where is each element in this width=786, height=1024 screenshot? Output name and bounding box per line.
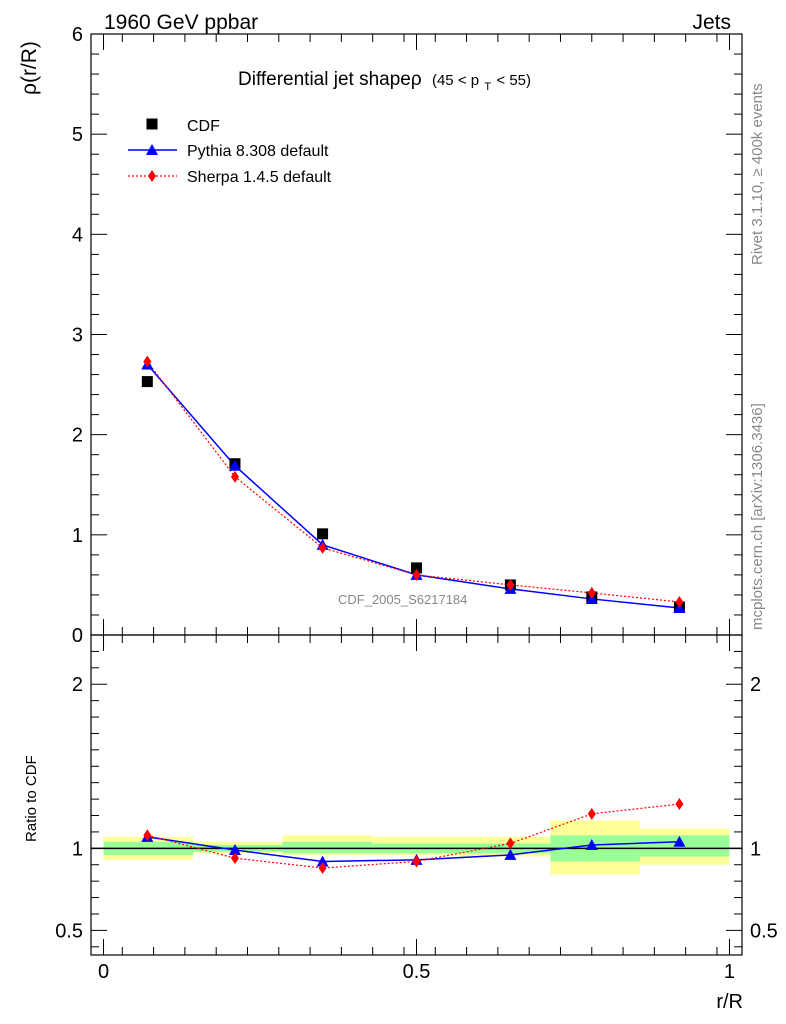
legend-sherpa-label: Sherpa 1.4.5 default (187, 169, 332, 186)
main-title-range-sub: T (484, 81, 491, 93)
ratio-xlabel: r/R (716, 991, 743, 1013)
mcplots-label: mcplots.cern.ch [arXiv:1306.3436] (749, 403, 766, 630)
ratio-xtick-label-2: 1 (724, 961, 735, 983)
ratio-point-s0-5 (585, 839, 598, 851)
header-left: 1960 GeV ppbar (104, 11, 258, 34)
ratio-point-s1-2 (318, 862, 327, 875)
main-point-s2-4 (506, 578, 515, 591)
ratio-ylabel: Ratio to CDF (23, 755, 40, 842)
header-right: Jets (692, 11, 731, 34)
main-point-s0-3 (411, 562, 422, 574)
main-point-s2-5 (587, 586, 596, 599)
ratio-point-s1-6 (675, 798, 684, 811)
main-title-range-close: < 55) (496, 72, 531, 89)
main-ylabel: ρ(r/R) (18, 41, 41, 95)
ratio-point-s1-1 (230, 852, 239, 865)
main-panel: 0 1 2 3 4 5 6 (72, 24, 743, 647)
ratio-ytick-label-left-0: 0.5 (55, 920, 83, 942)
main-point-s2-1 (230, 470, 239, 483)
main-ytick-label-0: 0 (72, 625, 83, 647)
legend-pythia-marker (146, 144, 158, 155)
ratio-band-inner-2 (282, 841, 373, 854)
ratio-point-s1-3 (412, 855, 421, 868)
ratio-point-s1-0 (143, 829, 152, 842)
ratio-point-s1-5 (587, 807, 596, 820)
ratio-frame (90, 634, 743, 956)
legend: CDF Pythia 8.308 default Sherpa 1.4.5 de… (128, 118, 332, 186)
ratio-ytick-label-right-1: 1 (750, 838, 761, 860)
ratio-point-s0-4 (504, 848, 517, 860)
ratio-point-s0-2 (316, 855, 329, 867)
main-ytick-label-1: 1 (72, 525, 83, 547)
legend-cdf-marker (146, 118, 158, 130)
main-title-range-open: (45 < p (432, 72, 479, 89)
ratio-ytick-label-right-0: 0.5 (750, 920, 778, 942)
main-point-s0-0 (141, 376, 153, 388)
ratio-ytick-label-left-1: 1 (72, 838, 83, 860)
legend-pythia-label: Pythia 8.308 default (187, 143, 329, 160)
main-point-s1-1 (228, 459, 241, 471)
ratio-point-s0-6 (673, 835, 686, 847)
main-ytick-label-4: 4 (72, 224, 83, 246)
rivet-label: Rivet 3.1.10, ≥ 400k events (749, 83, 766, 265)
ratio-ytick-label-left-2: 2 (72, 674, 83, 696)
ratio-ytick-label-right-2: 2 (750, 674, 761, 696)
ratio-panel: 0 0.5 1 0.5 0.5 1 1 2 2 (55, 634, 778, 983)
analysis-watermark: CDF_2005_S6217184 (338, 592, 467, 607)
legend-sherpa-marker (148, 170, 156, 182)
main-point-s2-6 (675, 595, 684, 608)
ratio-point-s1-4 (506, 837, 515, 850)
main-point-s2-2 (318, 541, 327, 554)
legend-cdf-label: CDF (187, 118, 220, 135)
main-ytick-label-5: 5 (72, 124, 83, 146)
ratio-xtick-label-1: 0.5 (403, 961, 431, 983)
main-title: Differential jet shapeρ (45 < p T < 55) (238, 69, 531, 95)
main-ytick-label-3: 3 (72, 325, 83, 347)
main-ytick-label-6: 6 (72, 24, 83, 46)
ratio-point-s0-1 (228, 843, 241, 855)
main-point-s0-2 (317, 528, 329, 540)
ratio-xtick-label-0: 0 (98, 961, 109, 983)
main-point-s2-3 (412, 568, 421, 581)
main-title-text: Differential jet shapeρ (238, 69, 422, 90)
main-point-s2-0 (143, 355, 152, 368)
main-ytick-label-2: 2 (72, 425, 83, 447)
